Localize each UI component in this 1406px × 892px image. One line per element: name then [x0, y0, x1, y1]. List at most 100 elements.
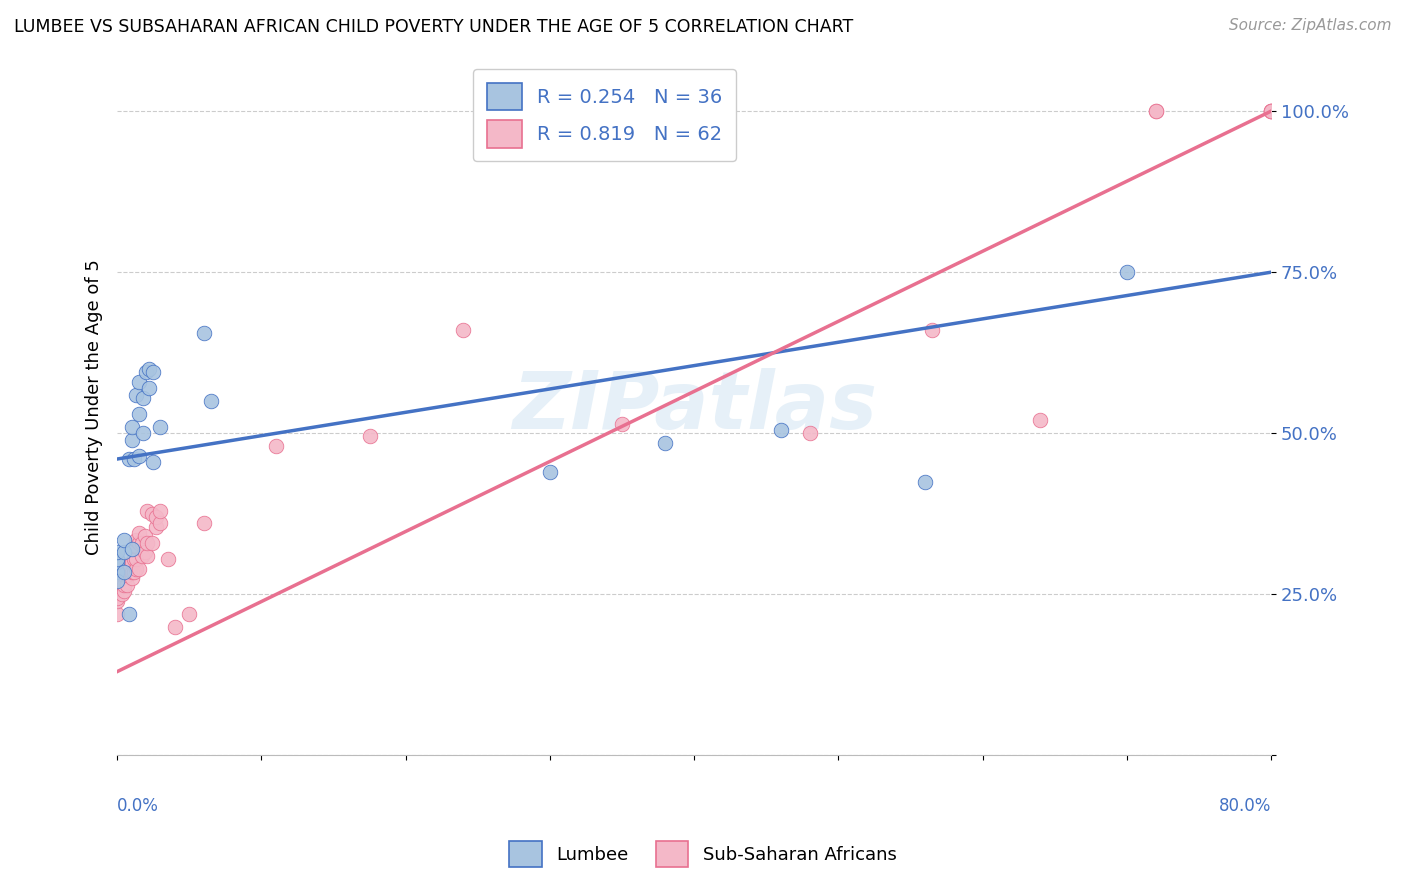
Point [118, 607, 141, 621]
Point [105, 607, 128, 621]
Point [1029, 413, 1052, 427]
Point [136, 535, 159, 549]
Point [110, 577, 132, 591]
Point [135, 365, 157, 379]
Point [112, 533, 135, 547]
Point [136, 549, 159, 563]
Point [134, 545, 156, 559]
Point [121, 419, 143, 434]
Point [193, 326, 215, 341]
Point [149, 503, 172, 517]
Point [1144, 104, 1167, 119]
Point [914, 475, 936, 489]
Point [156, 552, 179, 566]
Point [138, 361, 160, 376]
Text: Source: ZipAtlas.com: Source: ZipAtlas.com [1229, 18, 1392, 33]
Point [538, 465, 561, 479]
Point [105, 552, 128, 566]
Point [110, 561, 132, 575]
Point [124, 452, 146, 467]
Point [117, 577, 139, 591]
Point [128, 407, 150, 421]
Point [121, 571, 143, 585]
Point [1115, 265, 1137, 279]
Point [359, 429, 381, 443]
Point [112, 558, 135, 573]
Point [112, 568, 135, 582]
Point [117, 568, 139, 582]
Point [112, 577, 135, 591]
Point [105, 565, 128, 579]
Point [112, 545, 135, 559]
Point [128, 449, 150, 463]
Point [105, 593, 128, 607]
Point [110, 571, 132, 585]
Point [141, 507, 163, 521]
Legend: R = 0.254   N = 36, R = 0.819   N = 62: R = 0.254 N = 36, R = 0.819 N = 62 [472, 70, 737, 161]
Point [142, 365, 165, 379]
Point [149, 419, 172, 434]
Point [1260, 104, 1282, 119]
Point [121, 565, 143, 579]
Point [921, 323, 943, 337]
Point [138, 381, 160, 395]
Point [125, 539, 148, 553]
Text: LUMBEE VS SUBSAHARAN AFRICAN CHILD POVERTY UNDER THE AGE OF 5 CORRELATION CHART: LUMBEE VS SUBSAHARAN AFRICAN CHILD POVER… [14, 18, 853, 36]
Point [1144, 104, 1167, 119]
Point [149, 516, 172, 531]
Point [121, 542, 143, 557]
Point [769, 423, 792, 437]
Point [105, 545, 128, 559]
Point [163, 619, 186, 633]
Legend: Lumbee, Sub-Saharan Africans: Lumbee, Sub-Saharan Africans [502, 834, 904, 874]
Point [125, 533, 148, 547]
Point [128, 561, 150, 575]
Point [112, 565, 135, 579]
Point [654, 436, 676, 450]
Point [131, 535, 153, 549]
Point [145, 510, 167, 524]
Point [125, 552, 148, 566]
Point [145, 519, 167, 533]
Point [117, 558, 139, 573]
Point [105, 581, 128, 595]
Point [799, 426, 821, 441]
Point [200, 394, 222, 409]
Point [105, 561, 128, 575]
Point [112, 584, 135, 599]
Point [1260, 104, 1282, 119]
Point [125, 387, 148, 401]
Text: 80.0%: 80.0% [1219, 797, 1271, 815]
Point [105, 555, 128, 569]
Point [142, 455, 165, 469]
Point [125, 561, 148, 575]
Point [1260, 104, 1282, 119]
Point [134, 529, 156, 543]
Point [105, 574, 128, 589]
Point [193, 516, 215, 531]
Point [1260, 104, 1282, 119]
Point [132, 426, 155, 441]
Point [179, 607, 201, 621]
Point [128, 375, 150, 389]
Point [453, 323, 475, 337]
Point [105, 591, 128, 605]
Point [121, 433, 143, 447]
Point [110, 587, 132, 601]
Point [131, 549, 153, 563]
Point [264, 439, 287, 453]
Point [136, 503, 159, 517]
Point [120, 565, 142, 579]
Y-axis label: Child Poverty Under the Age of 5: Child Poverty Under the Age of 5 [86, 260, 103, 556]
Point [121, 555, 143, 569]
Point [128, 526, 150, 541]
Point [132, 391, 155, 405]
Point [120, 558, 142, 573]
Point [610, 417, 633, 431]
Point [105, 574, 128, 589]
Point [124, 552, 146, 566]
Point [128, 535, 150, 549]
Text: 0.0%: 0.0% [117, 797, 159, 815]
Point [124, 565, 146, 579]
Point [141, 535, 163, 549]
